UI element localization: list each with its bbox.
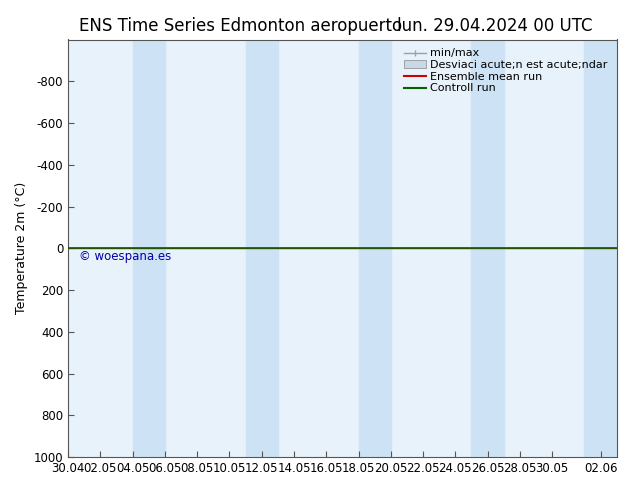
Bar: [133, 40, 165, 457]
Y-axis label: Temperature 2m (°C): Temperature 2m (°C): [15, 182, 28, 315]
Bar: [585, 40, 617, 457]
Text: ENS Time Series Edmonton aeropuerto: ENS Time Series Edmonton aeropuerto: [79, 17, 403, 35]
Bar: [245, 40, 278, 457]
Text: © woespana.es: © woespana.es: [79, 250, 171, 264]
Bar: [358, 40, 391, 457]
Bar: [472, 40, 504, 457]
Legend: min/max, Desviaci acute;n est acute;ndar, Ensemble mean run, Controll run: min/max, Desviaci acute;n est acute;ndar…: [401, 45, 611, 97]
Text: lun. 29.04.2024 00 UTC: lun. 29.04.2024 00 UTC: [397, 17, 592, 35]
